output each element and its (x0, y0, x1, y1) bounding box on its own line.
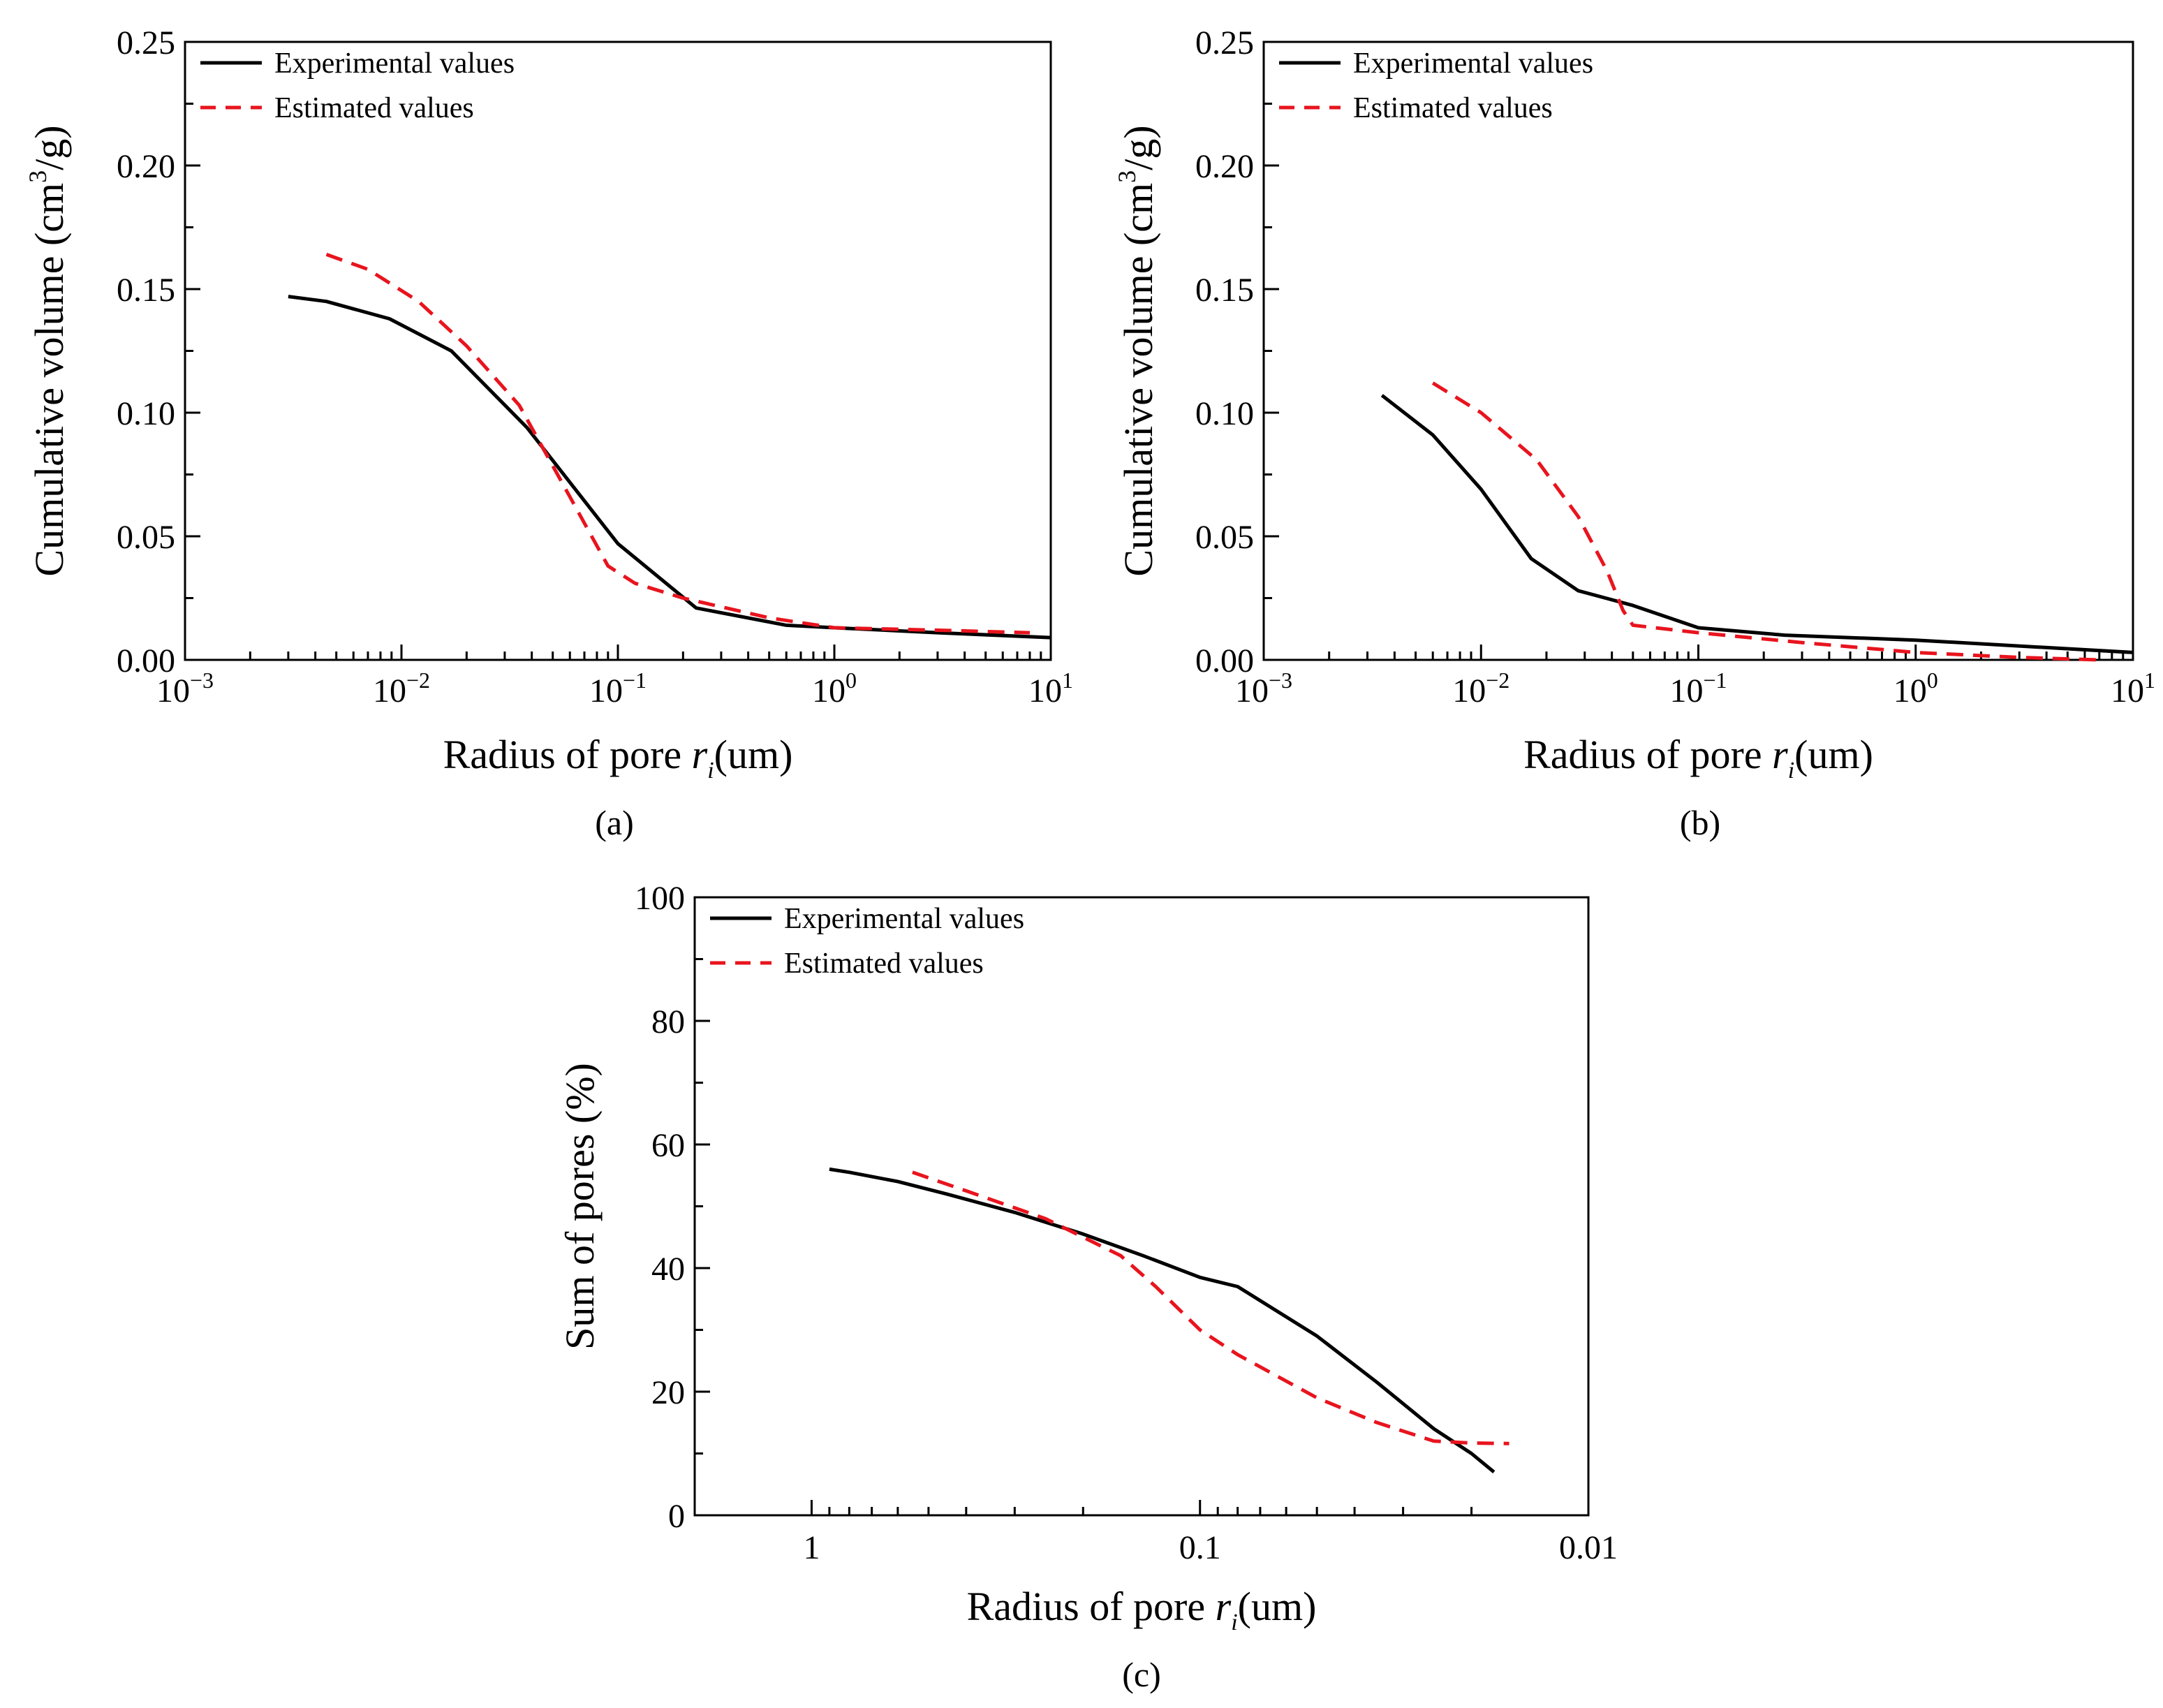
y-axis-title: Cumulative volume (cm3/g) (1113, 125, 1161, 576)
y-tick-label: 0.25 (117, 24, 175, 61)
x-tick-base: 10 (1893, 672, 1927, 709)
x-axis-title: Radius of pore ri(um) (967, 1584, 1317, 1635)
experimental-series-line (288, 295, 1051, 640)
y-tick-label: 0.10 (1195, 395, 1254, 432)
x-axis-title-unit: (um) (1238, 1584, 1317, 1629)
x-tick-base: 10 (156, 672, 190, 709)
y-tick-label: 0.25 (1195, 24, 1254, 61)
x-tick-base: 10 (1669, 672, 1703, 709)
x-tick-exponent: −1 (623, 668, 647, 693)
x-tick-label: 10−3 (156, 668, 214, 709)
y-axis-title-pre: Sum of pores (%) (557, 1063, 603, 1350)
x-tick-label: 10−2 (1452, 668, 1509, 709)
panel-label: (a) (595, 803, 634, 842)
x-tick-exponent: −1 (1703, 668, 1727, 693)
x-tick-base: 10 (1028, 672, 1062, 709)
x-tick-exponent: −3 (190, 668, 214, 693)
x-axis-title-main: Radius of pore (1523, 732, 1772, 777)
x-tick-label: 1 (803, 1529, 820, 1566)
legend-label-estimated: Estimated values (274, 92, 474, 124)
x-tick-label: 10−3 (1235, 668, 1292, 709)
estimated-series-line (1431, 381, 2099, 662)
legend-label-experimental: Experimental values (274, 47, 515, 80)
y-tick-label: 0.00 (117, 642, 175, 679)
x-axis-title: Radius of pore ri(um) (443, 732, 793, 783)
x-tick-base: 10 (1452, 672, 1486, 709)
y-tick-label: 0.20 (117, 148, 175, 185)
estimated-series-line (325, 253, 1031, 635)
legend-label-estimated: Estimated values (1353, 92, 1553, 124)
legend-label-experimental: Experimental values (1353, 47, 1593, 80)
x-tick-base: 10 (589, 672, 623, 709)
y-tick-label: 0.10 (117, 395, 175, 432)
y-tick-label: 20 (651, 1374, 685, 1411)
y-tick-label: 40 (651, 1251, 685, 1288)
x-tick-base: 10 (812, 672, 846, 709)
x-tick-label: 10−1 (589, 668, 647, 709)
experimental-series-line (1380, 394, 2134, 654)
x-axis-title-sub: i (707, 758, 714, 783)
estimated-series-line (912, 1170, 1509, 1445)
y-tick-label: 80 (651, 1003, 685, 1040)
x-axis-title-var: r (1216, 1584, 1232, 1629)
plot-frame (184, 41, 1052, 661)
y-tick-label: 0.15 (117, 272, 175, 309)
x-axis-title-var: r (692, 732, 708, 777)
x-axis-title-unit: (um) (1794, 732, 1873, 777)
y-tick-label: 0.15 (1195, 272, 1254, 309)
y-axis-title-sup: 3 (1113, 170, 1141, 183)
experimental-series-line (829, 1167, 1496, 1474)
y-tick-label: 0 (668, 1498, 685, 1535)
x-axis-title-unit: (um) (714, 732, 793, 777)
x-tick-exponent: 1 (2144, 668, 2155, 693)
x-tick-base: 10 (2111, 672, 2144, 709)
x-tick-base: 10 (1235, 672, 1269, 709)
x-axis-title-sub: i (1788, 758, 1794, 783)
x-tick-label: 101 (2111, 668, 2155, 709)
legend-label-estimated: Estimated values (784, 948, 984, 980)
y-axis-title-post: /g) (27, 125, 72, 170)
y-axis-title-post: /g) (1116, 125, 1161, 170)
y-axis-title-pre: Cumulative volume (cm (1116, 183, 1161, 577)
x-axis-title: Radius of pore ri(um) (1523, 732, 1873, 783)
x-tick-exponent: 1 (1062, 668, 1073, 693)
chart-panel-c: 0 20 40 60 80 100 1 0.1 0.01 Experimental values E… (557, 880, 1618, 1694)
x-tick-label: 100 (812, 668, 857, 709)
y-tick-label: 0.05 (1195, 519, 1254, 556)
y-tick-label: 60 (651, 1127, 685, 1164)
x-tick-label: 101 (1028, 668, 1073, 709)
x-tick-label: 0.01 (1559, 1529, 1618, 1566)
panel-label: (c) (1122, 1655, 1161, 1694)
x-tick-exponent: −2 (406, 668, 430, 693)
y-tick-label: 0.20 (1195, 148, 1254, 185)
x-tick-label: 100 (1893, 668, 1938, 709)
plot-frame (1262, 41, 2134, 661)
y-tick-label: 0.05 (117, 519, 175, 556)
x-axis-title-var: r (1772, 732, 1788, 777)
legend-label-experimental: Experimental values (784, 903, 1024, 935)
y-axis-title: Cumulative volume (cm3/g) (24, 125, 72, 576)
x-tick-label: 10−1 (1669, 668, 1727, 709)
x-tick-exponent: 0 (1927, 668, 1938, 693)
x-tick-label: 10−2 (373, 668, 430, 709)
x-tick-base: 10 (373, 672, 406, 709)
panel-label: (b) (1680, 803, 1720, 842)
y-axis-title-sup: 3 (24, 170, 52, 183)
x-tick-label: 0.1 (1179, 1529, 1221, 1566)
x-tick-exponent: −3 (1269, 668, 1292, 693)
y-tick-label: 0.00 (1195, 642, 1254, 679)
y-axis-title-pre: Cumulative volume (cm (27, 183, 72, 577)
plot-frame (693, 896, 1590, 1517)
x-axis-title-sub: i (1231, 1610, 1237, 1635)
x-axis-title-main: Radius of pore (443, 732, 692, 777)
x-tick-exponent: −2 (1486, 668, 1509, 693)
y-axis-title: Sum of pores (%) (557, 1063, 603, 1350)
x-tick-exponent: 0 (846, 668, 857, 693)
x-axis-title-main: Radius of pore (967, 1584, 1216, 1629)
y-tick-label: 100 (635, 880, 685, 917)
